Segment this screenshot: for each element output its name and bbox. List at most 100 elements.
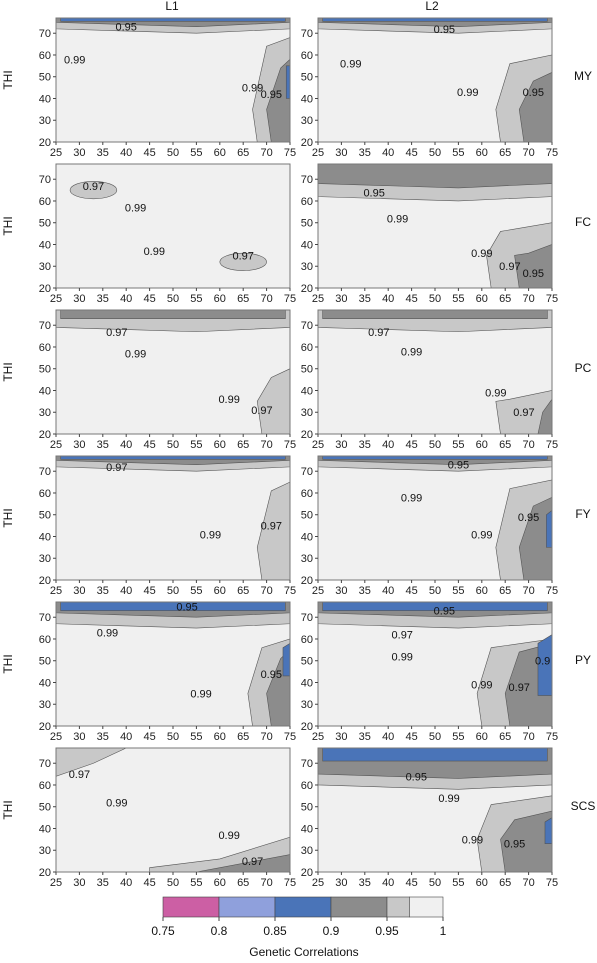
y-tick-label: 50 [39, 510, 51, 522]
y-tick-label: 70 [301, 466, 313, 478]
y-tick-label: 30 [301, 553, 313, 565]
x-tick-label: 30 [335, 731, 347, 743]
x-tick-label: 65 [499, 147, 511, 159]
x-tick-label: 30 [335, 585, 347, 597]
y-axis-label: THI [1, 216, 15, 235]
contour-label: 0.99 [401, 492, 422, 504]
colorbar: 0.75 0.8 0.85 0.9 0.95 1 [151, 896, 447, 938]
x-tick-label: 40 [120, 585, 132, 597]
x-tick-label: 70 [522, 877, 534, 889]
x-tick-label: 65 [499, 731, 511, 743]
x-tick-label: 45 [405, 147, 417, 159]
x-tick-label: 30 [73, 293, 85, 305]
x-tick-label: 25 [312, 147, 324, 159]
panel-scs-l2: 0.95 0.99 0.99 0.95 25 30 35 40 45 50 55 60 65 70 75 20… [301, 747, 558, 889]
contour-label: 0.97 [242, 856, 263, 868]
x-tick-label: 65 [237, 731, 249, 743]
x-tick-label: 75 [546, 585, 558, 597]
contour-region [60, 310, 286, 320]
x-tick-label: 25 [50, 439, 62, 451]
contour-region [318, 164, 552, 189]
x-tick-label: 55 [452, 293, 464, 305]
contour-label: 0.97 [232, 250, 253, 262]
colorbar-band [386, 896, 410, 918]
x-tick-label: 25 [312, 293, 324, 305]
x-tick-label: 30 [73, 439, 85, 451]
y-tick-label: 60 [39, 634, 51, 646]
x-tick-label: 75 [284, 439, 296, 451]
x-tick-label: 60 [476, 877, 488, 889]
x-tick-label: 60 [476, 731, 488, 743]
x-tick-label: 50 [429, 731, 441, 743]
x-tick-label: 75 [284, 585, 296, 597]
x-tick-label: 40 [382, 147, 394, 159]
x-tick-label: 35 [97, 731, 109, 743]
y-tick-label: 20 [301, 721, 313, 733]
x-tick-label: 60 [214, 585, 226, 597]
y-tick-label: 70 [39, 320, 51, 332]
contour-label: 0.99 [218, 394, 239, 406]
panel-scs-l1: 0.97 0.99 0.99 0.97 25 30 35 40 45 50 55 60 65 70 75 20… [1, 747, 296, 889]
contour-label: 0.97 [368, 327, 389, 339]
x-tick-label: 45 [143, 731, 155, 743]
x-tick-label: 50 [167, 147, 179, 159]
x-tick-label: 25 [312, 731, 324, 743]
x-tick-label: 35 [97, 585, 109, 597]
colorbar-tick-label: 1 [440, 924, 447, 938]
contour-label: 0.97 [106, 462, 127, 474]
x-tick-label: 50 [167, 585, 179, 597]
panel-pc-l2: 0.97 0.99 0.99 0.97 25 30 35 40 45 50 55 60 65 70 75 20… [301, 309, 558, 451]
y-tick-label: 60 [301, 50, 313, 62]
y-tick-label: 30 [301, 845, 313, 857]
colorbar-band [218, 896, 276, 918]
contour-label: 0.95 [523, 268, 544, 280]
x-tick-label: 75 [546, 731, 558, 743]
contour-label: 0.99 [242, 83, 263, 95]
contour-label: 0.97 [513, 407, 534, 419]
x-tick-label: 55 [190, 293, 202, 305]
y-tick-label: 30 [301, 261, 313, 273]
y-tick-label: 30 [301, 407, 313, 419]
x-tick-label: 25 [50, 877, 62, 889]
row-titles: MY FC PC FY PY SCS [571, 69, 596, 813]
contour-label: 0.95 [434, 606, 455, 618]
contour-region [256, 481, 290, 580]
x-tick-label: 45 [143, 439, 155, 451]
contour-region [495, 390, 552, 434]
x-tick-label: 35 [359, 293, 371, 305]
x-tick-label: 50 [167, 731, 179, 743]
contour-label: 0.95 [504, 839, 525, 851]
contour-label: 0.99 [106, 797, 127, 809]
y-tick-label: 30 [39, 845, 51, 857]
row-title-pc: PC [575, 361, 592, 375]
column-titles: L1 L2 [165, 0, 439, 13]
colorbar-band [162, 896, 220, 918]
y-tick-label: 50 [301, 218, 313, 230]
colorbar-band [409, 896, 444, 918]
contour-label: 0.95 [434, 24, 455, 36]
y-tick-label: 50 [301, 72, 313, 84]
x-tick-label: 60 [476, 293, 488, 305]
contour-region [537, 398, 552, 434]
x-tick-label: 70 [522, 585, 534, 597]
y-tick-label: 50 [301, 656, 313, 668]
x-tick-label: 70 [260, 439, 272, 451]
contour-label: 0.99 [471, 248, 492, 260]
y-tick-label: 20 [301, 575, 313, 587]
contour-label: 0.97 [83, 181, 104, 193]
y-tick-label: 20 [301, 429, 313, 441]
x-tick-label: 30 [73, 877, 85, 889]
x-tick-label: 35 [97, 439, 109, 451]
x-tick-label: 60 [214, 439, 226, 451]
x-tick-label: 40 [120, 731, 132, 743]
y-tick-label: 50 [301, 802, 313, 814]
contour-label: 0.97 [261, 521, 282, 533]
contour-region [60, 456, 286, 460]
contour-label: 0.99 [471, 680, 492, 692]
x-tick-label: 30 [335, 147, 347, 159]
contour-region [196, 854, 290, 872]
x-tick-label: 35 [359, 731, 371, 743]
x-tick-label: 70 [522, 293, 534, 305]
x-tick-label: 30 [73, 731, 85, 743]
